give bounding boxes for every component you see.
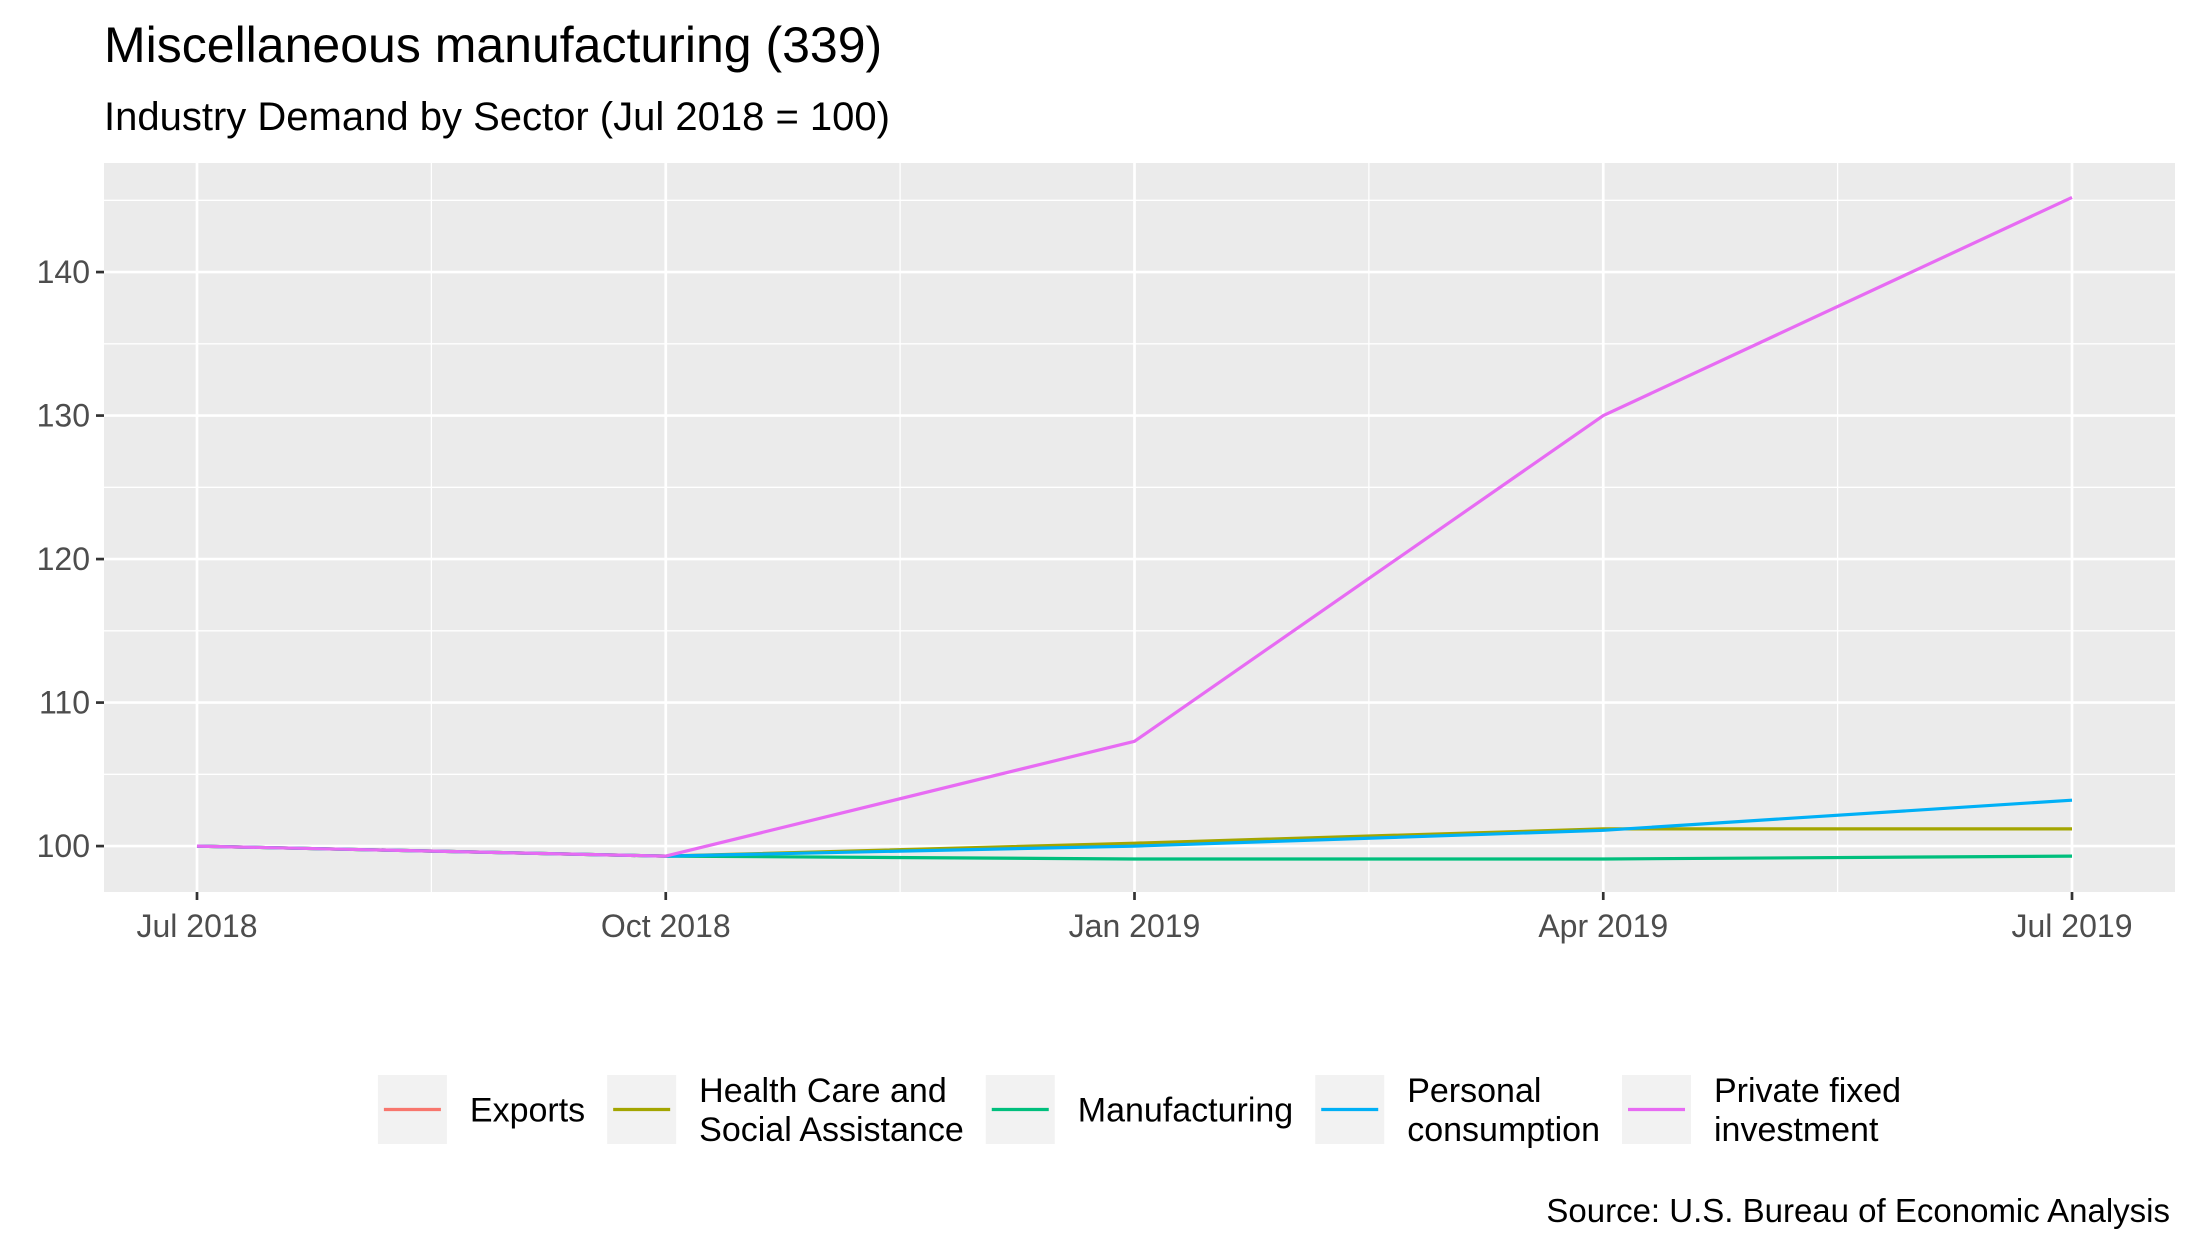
legend-label: investment bbox=[1714, 1111, 1879, 1149]
x-axis: Jul 2018 Oct 2018 Jan 2019 Apr 2019 Jul 2019 bbox=[137, 892, 2133, 944]
x-tick-label: Jul 2018 bbox=[137, 908, 258, 944]
legend-label: Personal bbox=[1407, 1072, 1541, 1110]
y-tick-label: 130 bbox=[37, 398, 90, 434]
x-tick-label: Jul 2019 bbox=[2012, 908, 2133, 944]
y-tick-label: 100 bbox=[37, 828, 90, 864]
legend-label: consumption bbox=[1407, 1111, 1600, 1149]
x-tick-label: Oct 2018 bbox=[601, 908, 731, 944]
y-tick-label: 120 bbox=[37, 541, 90, 577]
x-tick-label: Apr 2019 bbox=[1538, 908, 1668, 944]
x-tick-label: Jan 2019 bbox=[1069, 908, 1201, 944]
y-tick-label: 110 bbox=[39, 685, 90, 721]
series-lines bbox=[196, 195, 2073, 861]
y-tick-label: 140 bbox=[37, 254, 90, 290]
chart-title: Miscellaneous manufacturing (339) bbox=[104, 17, 882, 73]
legend-label: Manufacturing bbox=[1078, 1092, 1293, 1130]
plot-panel bbox=[104, 163, 2175, 892]
chart-subtitle: Industry Demand by Sector (Jul 2018 = 10… bbox=[104, 95, 890, 139]
legend-label: Private fixed bbox=[1714, 1072, 1901, 1110]
legend-label: Social Assistance bbox=[699, 1111, 964, 1149]
chart-caption: Source: U.S. Bureau of Economic Analysis bbox=[1546, 1192, 2170, 1229]
legend-label: Exports bbox=[470, 1092, 585, 1130]
legend-label: Health Care and bbox=[699, 1072, 947, 1110]
grid-minor bbox=[104, 163, 2175, 892]
y-axis: 100 110 120 130 140 bbox=[37, 254, 104, 864]
series-line bbox=[196, 195, 2073, 858]
